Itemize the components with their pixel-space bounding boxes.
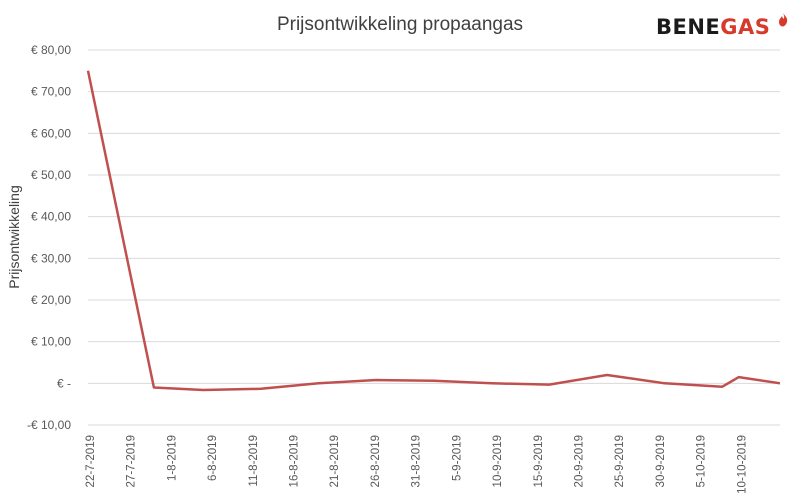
y-tick-label: € 60,00 [31, 126, 71, 140]
x-tick-label: 15-9-2019 [533, 435, 545, 487]
flame-icon [779, 13, 788, 27]
y-tick-label: -€ 10,00 [27, 418, 71, 432]
y-tick-label: € 30,00 [31, 251, 71, 265]
benegas-logo: BENEGAS [656, 13, 788, 41]
x-tick-label: 10-9-2019 [492, 435, 504, 487]
x-tick-label: 26-8-2019 [370, 435, 382, 487]
x-tick-label: 31-8-2019 [411, 435, 423, 487]
x-tick-label: 10-10-2019 [736, 435, 748, 494]
x-tick-label: 16-8-2019 [289, 435, 301, 487]
x-tick-label: 27-7-2019 [126, 435, 138, 487]
x-tick-label: 5-9-2019 [451, 435, 463, 481]
series-line [86, 70, 781, 392]
x-tick-label: 22-7-2019 [85, 435, 97, 487]
y-tick-label: € 20,00 [31, 293, 71, 307]
x-tick-label: 1-8-2019 [166, 435, 178, 481]
x-tick-label: 25-9-2019 [614, 435, 626, 487]
y-tick-label: € 70,00 [31, 85, 71, 99]
x-tick-label: 20-9-2019 [573, 435, 585, 487]
y-tick-label: € 80,00 [31, 43, 71, 57]
x-tick-label: 11-8-2019 [248, 435, 260, 487]
x-tick-label: 30-9-2019 [655, 435, 667, 487]
y-tick-label: € 10,00 [31, 335, 71, 349]
logo-text-gas: GAS [720, 15, 771, 39]
logo-text-bene: BENE [656, 15, 721, 39]
y-tick-label: € - [57, 376, 71, 390]
x-tick-label: 21-8-2019 [329, 435, 341, 487]
y-tick-label: € 50,00 [31, 168, 71, 182]
chart-title: Prijsontwikkeling propaangas [276, 14, 524, 35]
x-tick-label: 5-10-2019 [696, 435, 708, 487]
y-tick-label: € 40,00 [31, 210, 71, 224]
x-tick-label: 6-8-2019 [207, 435, 219, 481]
